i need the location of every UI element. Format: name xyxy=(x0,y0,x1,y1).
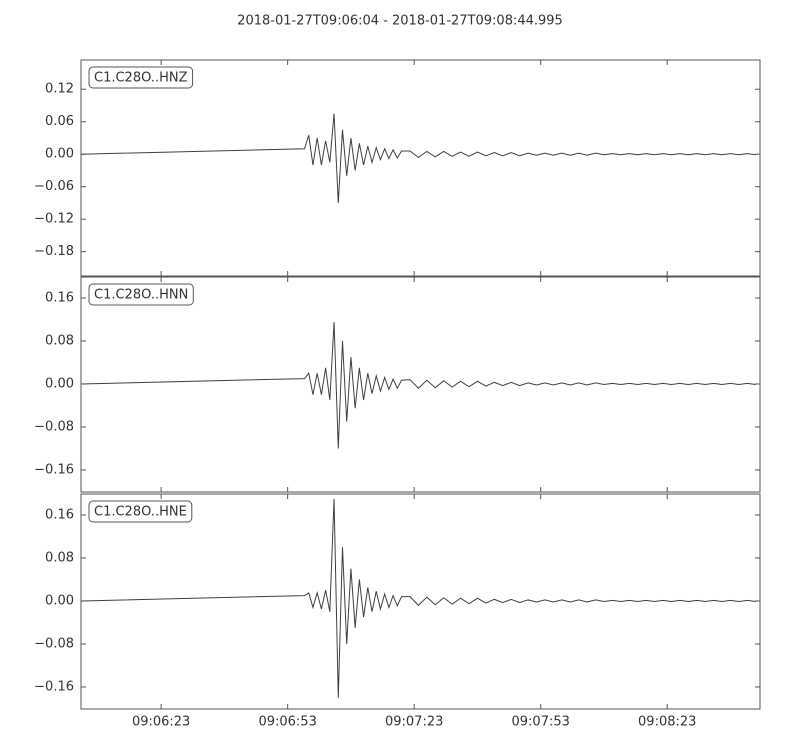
y-tick-label: 0.16 xyxy=(45,290,74,305)
y-tick-label: −0.08 xyxy=(34,419,74,434)
x-tick-label: 09:08:23 xyxy=(638,715,696,730)
y-tick-label: 0.00 xyxy=(45,593,74,608)
trace-label-box xyxy=(88,500,193,523)
trace-label: C1.C28O..HNN xyxy=(94,288,188,303)
y-tick-label: 0.08 xyxy=(45,550,74,565)
y-tick-label: −0.16 xyxy=(34,462,74,477)
y-tick-label: −0.06 xyxy=(34,179,74,194)
y-tick-label: 0.06 xyxy=(45,114,74,129)
chart-title: 2018-01-27T09:06:04 - 2018-01-27T09:08:4… xyxy=(237,14,563,29)
y-tick-label: 0.08 xyxy=(45,333,74,348)
x-tick-label: 09:07:53 xyxy=(512,715,570,730)
y-tick-label: −0.18 xyxy=(34,244,74,259)
y-tick-label: −0.08 xyxy=(34,636,74,651)
plot-frame xyxy=(80,276,761,493)
x-tick-label: 09:06:53 xyxy=(258,715,316,730)
x-tick-label: 09:06:23 xyxy=(132,715,190,730)
y-tick-label: −0.12 xyxy=(34,212,74,227)
waveform xyxy=(80,498,756,698)
trace-label-box xyxy=(88,66,194,89)
waveform xyxy=(80,113,756,203)
y-tick-label: 0.16 xyxy=(45,507,74,522)
y-tick-label: 0.00 xyxy=(45,147,74,162)
waveform xyxy=(80,322,756,449)
y-tick-label: 0.00 xyxy=(45,376,74,391)
x-tick-label: 09:07:23 xyxy=(385,715,443,730)
y-tick-label: 0.12 xyxy=(45,82,74,97)
trace-label: C1.C28O..HNE xyxy=(94,505,187,520)
y-tick-label: −0.16 xyxy=(34,679,74,694)
plot-frame xyxy=(80,59,761,277)
trace-label-box xyxy=(88,283,194,306)
trace-label: C1.C28O..HNZ xyxy=(94,71,188,86)
plot-frame xyxy=(80,493,761,710)
